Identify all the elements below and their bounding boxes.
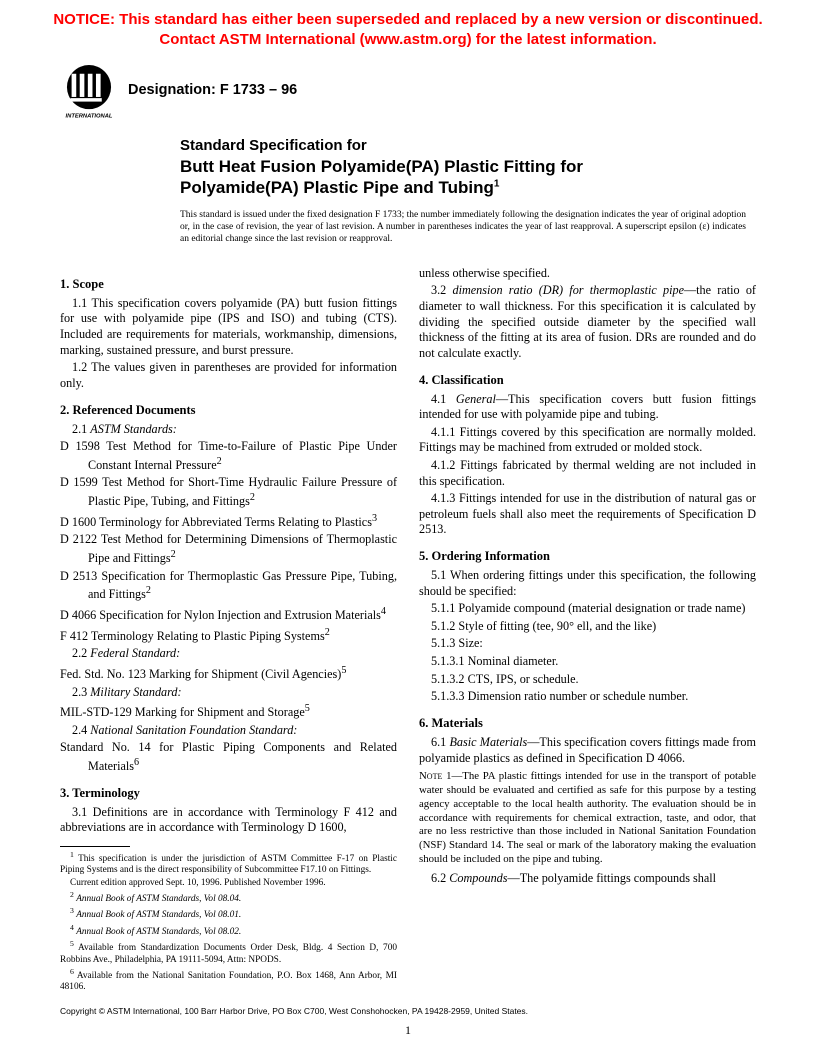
para-5-1-3-2: 5.1.3.2 CTS, IPS, or schedule. (419, 672, 756, 688)
ref-nsf: Standard No. 14 for Plastic Piping Compo… (60, 740, 397, 774)
ref-item: D 1600 Terminology for Abbreviated Terms… (60, 512, 397, 531)
title-line2: Polyamide(PA) Plastic Pipe and Tubing (180, 178, 494, 197)
para-2-1: 2.1 ASTM Standards: (60, 422, 397, 438)
para-3-1-cont: unless otherwise specified. (419, 266, 756, 282)
para-5-1-1: 5.1.1 Polyamide compound (material desig… (419, 601, 756, 617)
para-6-2: 6.2 Compounds—The polyamide fittings com… (419, 871, 756, 887)
para-5-1-2: 5.1.2 Style of fitting (tee, 90° ell, an… (419, 619, 756, 635)
section-1-head: 1. Scope (60, 276, 397, 292)
section-5-head: 5. Ordering Information (419, 548, 756, 564)
para-2-4: 2.4 National Sanitation Foundation Stand… (60, 723, 397, 739)
ref-item: F 412 Terminology Relating to Plastic Pi… (60, 626, 397, 645)
para-1-1: 1.1 This specification covers polyamide … (60, 296, 397, 358)
ref-item: D 1599 Test Method for Short-Time Hydrau… (60, 475, 397, 509)
section-6-head: 6. Materials (419, 715, 756, 731)
notice-banner: NOTICE: This standard has either been su… (0, 0, 816, 53)
footnote: 2 Annual Book of ASTM Standards, Vol 08.… (60, 890, 397, 905)
footnote: Current edition approved Sept. 10, 1996.… (60, 878, 397, 889)
left-column: 1. Scope 1.1 This specification covers p… (60, 266, 397, 995)
para-5-1: 5.1 When ordering fittings under this sp… (419, 568, 756, 599)
title-line1: Butt Heat Fusion Polyamide(PA) Plastic F… (180, 157, 583, 176)
designation: Designation: F 1733 – 96 (128, 82, 297, 98)
copyright-line: Copyright © ASTM International, 100 Barr… (60, 1006, 528, 1016)
ref-mil: MIL-STD-129 Marking for Shipment and Sto… (60, 702, 397, 721)
footnotes-block: 1 This specification is under the jurisd… (60, 850, 397, 994)
footnote: 4 Annual Book of ASTM Standards, Vol 08.… (60, 923, 397, 938)
footnote: 6 Available from the National Sanitation… (60, 967, 397, 994)
notice-line2: Contact ASTM International (www.astm.org… (159, 31, 656, 48)
svg-text:INTERNATIONAL: INTERNATIONAL (66, 113, 113, 119)
para-2-2: 2.2 Federal Standard: (60, 646, 397, 662)
para-4-1: 4.1 General—This specification covers bu… (419, 392, 756, 423)
para-6-1: 6.1 Basic Materials—This specification c… (419, 735, 756, 766)
para-4-1-2: 4.1.2 Fittings fabricated by thermal wel… (419, 458, 756, 489)
page-number: 1 (0, 1023, 816, 1038)
section-2-head: 2. Referenced Documents (60, 402, 397, 418)
para-4-1-1: 4.1.1 Fittings covered by this specifica… (419, 425, 756, 456)
para-4-1-3: 4.1.3 Fittings intended for use in the d… (419, 491, 756, 538)
title-main: Butt Heat Fusion Polyamide(PA) Plastic F… (180, 156, 756, 199)
para-3-2: 3.2 dimension ratio (DR) for thermoplast… (419, 283, 756, 361)
title-sup: 1 (494, 178, 500, 189)
title-block: Standard Specification for Butt Heat Fus… (0, 119, 816, 198)
right-column: unless otherwise specified. 3.2 dimensio… (419, 266, 756, 995)
para-3-1: 3.1 Definitions are in accordance with T… (60, 805, 397, 836)
issuance-note: This standard is issued under the fixed … (0, 198, 816, 246)
body-columns: 1. Scope 1.1 This specification covers p… (0, 246, 816, 995)
ref-item: D 2122 Test Method for Determining Dimen… (60, 532, 397, 566)
para-2-3: 2.3 Military Standard: (60, 685, 397, 701)
para-5-1-3-3: 5.1.3.3 Dimension ratio number or schedu… (419, 689, 756, 705)
section-3-head: 3. Terminology (60, 785, 397, 801)
section-4-head: 4. Classification (419, 372, 756, 388)
ref-fed: Fed. Std. No. 123 Marking for Shipment (… (60, 664, 397, 683)
ref-item: D 2513 Specification for Thermoplastic G… (60, 569, 397, 603)
note-1: Note 1—The PA plastic fittings intended … (419, 770, 756, 867)
notice-line1: NOTICE: This standard has either been su… (53, 11, 762, 28)
ref-item: D 4066 Specification for Nylon Injection… (60, 605, 397, 624)
astm-refs-list: D 1598 Test Method for Time-to-Failure o… (60, 439, 397, 644)
para-5-1-3: 5.1.3 Size: (419, 636, 756, 652)
para-1-2: 1.2 The values given in parentheses are … (60, 360, 397, 391)
astm-logo: INTERNATIONAL (60, 61, 118, 119)
footnote: 1 This specification is under the jurisd… (60, 850, 397, 877)
para-5-1-3-1: 5.1.3.1 Nominal diameter. (419, 654, 756, 670)
ref-item: D 1598 Test Method for Time-to-Failure o… (60, 439, 397, 473)
footnote: 3 Annual Book of ASTM Standards, Vol 08.… (60, 906, 397, 921)
footnote: 5 Available from Standardization Documen… (60, 939, 397, 966)
footnote-rule (60, 846, 130, 847)
title-pre: Standard Specification for (180, 137, 756, 156)
header-row: INTERNATIONAL Designation: F 1733 – 96 (0, 53, 816, 119)
